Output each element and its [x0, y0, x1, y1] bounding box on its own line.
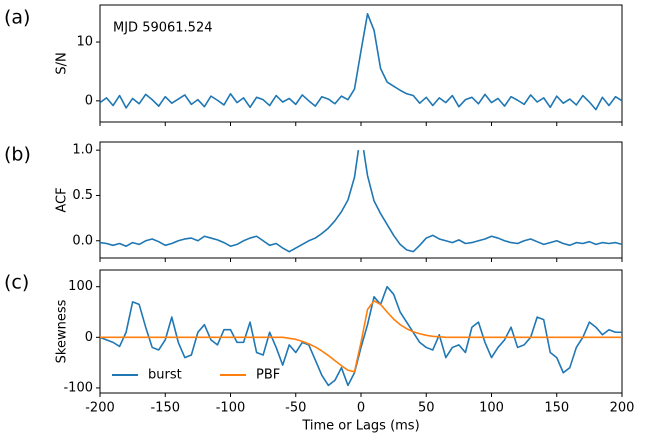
legend-label: burst	[148, 368, 182, 383]
y-tick-label: 1.0	[72, 143, 93, 158]
x-tick-label: 200	[610, 401, 635, 416]
legend-label: PBF	[256, 368, 280, 383]
y-tick-label: 0.5	[72, 188, 93, 203]
x-tick-label: -150	[150, 401, 180, 416]
data-line	[99, 285, 622, 387]
x-tick-label: 100	[479, 401, 504, 416]
x-tick-label: -100	[216, 401, 246, 416]
data-line	[99, 150, 623, 253]
y-tick-label: 0	[85, 93, 93, 108]
y-axis-label: ACF	[55, 187, 70, 212]
y-axis-label: Skewness	[55, 299, 70, 363]
y-axis-label: S/N	[55, 52, 70, 74]
y-tick-label: 10	[76, 35, 93, 50]
x-tick-label: 150	[544, 401, 569, 416]
x-tick-label: 0	[357, 401, 365, 416]
y-tick-label: 0.0	[72, 233, 93, 248]
panel-label: (b)	[4, 144, 31, 166]
annotation: MJD 59061.524	[113, 21, 213, 36]
data-line	[99, 13, 623, 111]
x-tick-label: 50	[418, 401, 435, 416]
x-axis-label: Time or Lags (ms)	[301, 419, 419, 434]
y-tick-label: -100	[63, 380, 93, 395]
panel-label: (c)	[4, 272, 29, 294]
panel-label: (a)	[4, 7, 30, 29]
x-tick-label: -200	[85, 401, 115, 416]
x-tick-label: -50	[285, 401, 306, 416]
y-tick-label: 100	[68, 279, 93, 294]
y-tick-label: 0	[85, 330, 93, 345]
data-line	[100, 300, 622, 373]
